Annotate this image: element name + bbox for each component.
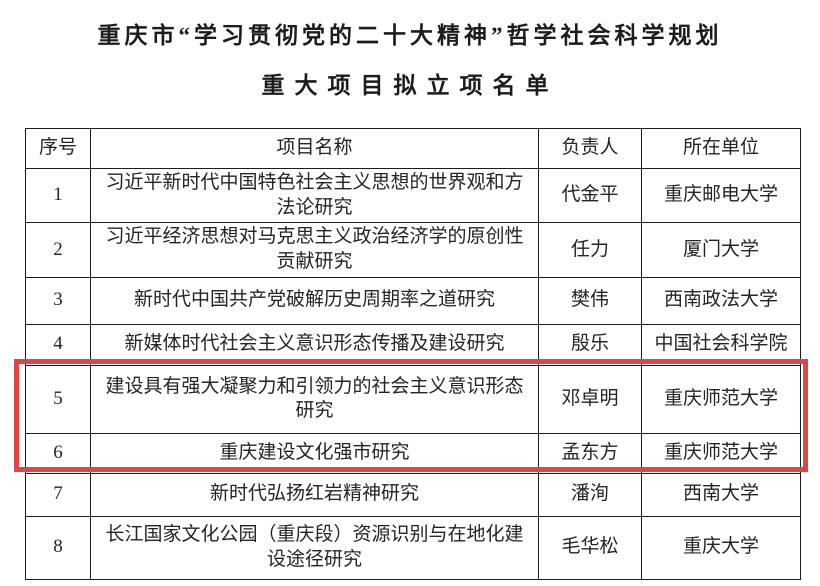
cell-index: 2: [25, 222, 91, 278]
cell-project-name: 新媒体时代社会主义意识形态传播及建设研究: [90, 323, 539, 366]
document-title-line1: 重庆市“学习贯彻党的二十大精神”哲学社会科学规划: [97, 23, 723, 48]
cell-organization: 西南政法大学: [641, 276, 801, 325]
projects-table: 序号 项目名称 负责人 所在单位 1 习近平新时代中国特色社会主义思想的世界观和…: [25, 128, 801, 580]
cell-project-name: 长江国家文化公园（重庆段）资源识别与在地化建设途径研究: [90, 515, 539, 580]
cell-leader: 邓卓明: [538, 364, 642, 434]
cell-organization: 厦门大学: [641, 222, 801, 278]
cell-leader: 殷乐: [538, 323, 642, 366]
cell-leader: 代金平: [538, 167, 642, 224]
cell-leader: 任力: [538, 222, 642, 278]
table-header-row: 序号 项目名称 负责人 所在单位: [25, 128, 801, 169]
cell-leader: 毛华松: [538, 515, 642, 580]
cell-organization: 重庆师范大学: [641, 364, 801, 434]
table-row: 7 新时代弘扬红岩精神研究 潘洵 西南大学: [25, 472, 801, 517]
cell-index: 6: [25, 432, 91, 474]
table-row: 2 习近平经济思想对马克思主义政治经济学的原创性贡献研究 任力 厦门大学: [25, 222, 801, 278]
table-row: 3 新时代中国共产党破解历史周期率之道研究 樊伟 西南政法大学: [25, 276, 801, 325]
table-row: 1 习近平新时代中国特色社会主义思想的世界观和方法论研究 代金平 重庆邮电大学: [25, 167, 801, 224]
cell-organization: 重庆师范大学: [641, 432, 801, 474]
table-row-highlighted: 5 建设具有强大凝聚力和引领力的社会主义意识形态研究 邓卓明 重庆师范大学: [25, 364, 801, 434]
cell-leader: 樊伟: [538, 276, 642, 325]
cell-project-name: 习近平新时代中国特色社会主义思想的世界观和方法论研究: [90, 167, 539, 224]
cell-organization: 西南大学: [641, 472, 801, 517]
table-row: 8 长江国家文化公园（重庆段）资源识别与在地化建设途径研究 毛华松 重庆大学: [25, 515, 801, 580]
column-header-organization: 所在单位: [641, 128, 801, 169]
cell-index: 7: [25, 472, 91, 517]
table-row: 4 新媒体时代社会主义意识形态传播及建设研究 殷乐 中国社会科学院: [25, 323, 801, 366]
column-header-project-name: 项目名称: [90, 128, 539, 169]
cell-index: 4: [25, 323, 91, 366]
cell-index: 8: [25, 515, 91, 580]
cell-leader: 潘洵: [538, 472, 642, 517]
cell-project-name: 新时代弘扬红岩精神研究: [90, 472, 539, 517]
cell-project-name: 建设具有强大凝聚力和引领力的社会主义意识形态研究: [90, 364, 539, 434]
cell-project-name: 新时代中国共产党破解历史周期率之道研究: [90, 276, 539, 325]
cell-organization: 中国社会科学院: [641, 323, 801, 366]
column-header-leader: 负责人: [538, 128, 642, 169]
cell-index: 1: [25, 167, 91, 224]
table-row-highlighted: 6 重庆建设文化强市研究 孟东方 重庆师范大学: [25, 432, 801, 474]
cell-leader: 孟东方: [538, 432, 642, 474]
column-header-index: 序号: [25, 128, 91, 169]
cell-project-name: 重庆建设文化强市研究: [90, 432, 539, 474]
cell-organization: 重庆邮电大学: [641, 167, 801, 224]
cell-index: 5: [25, 364, 91, 434]
cell-project-name: 习近平经济思想对马克思主义政治经济学的原创性贡献研究: [90, 222, 539, 278]
cell-index: 3: [25, 276, 91, 325]
document-title-line2: 重大项目拟立项名单: [261, 73, 559, 98]
cell-organization: 重庆大学: [641, 515, 801, 580]
